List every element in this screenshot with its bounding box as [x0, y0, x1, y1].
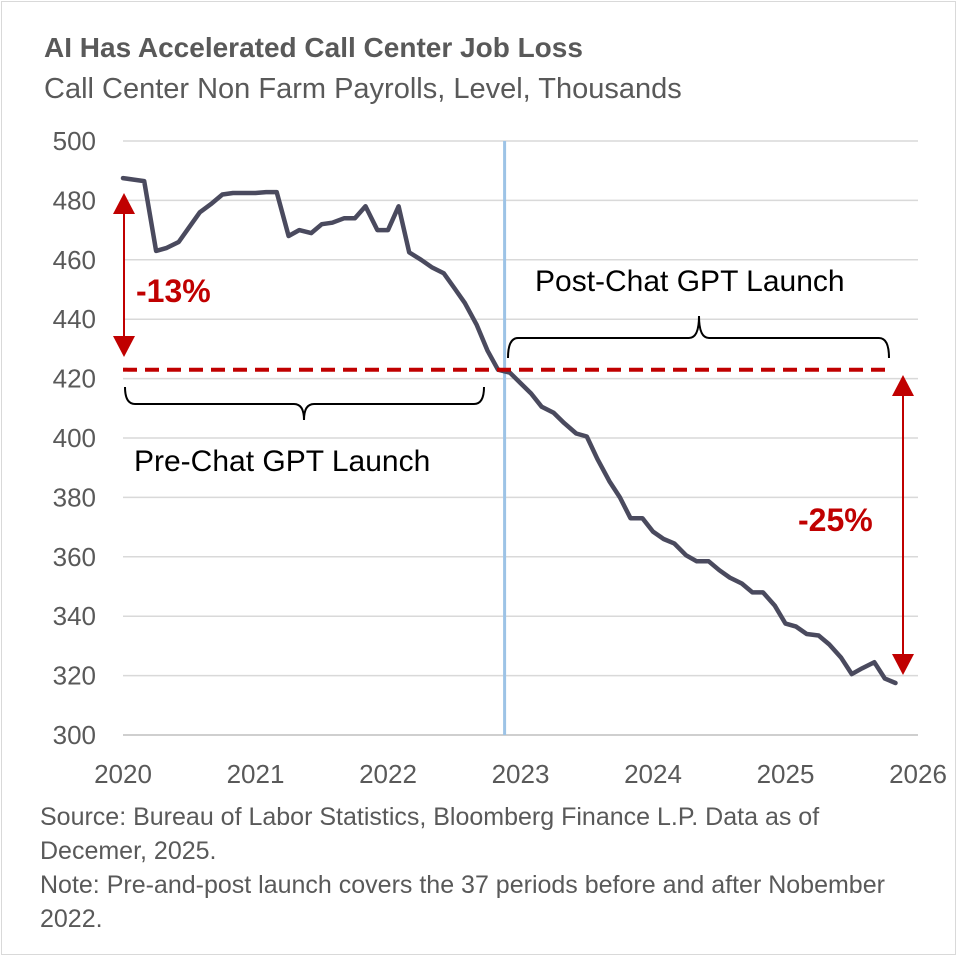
chart-subtitle: Call Center Non Farm Payrolls, Level, Th… — [44, 73, 682, 105]
x-tick-label: 2026 — [889, 759, 947, 789]
y-tick-label: 300 — [53, 720, 96, 750]
y-tick-label: 480 — [53, 185, 96, 215]
post-launch-label: Post-Chat GPT Launch — [535, 265, 845, 298]
post-change-arrowhead-bottom — [892, 654, 914, 675]
y-axis-ticks: 300 320 340 360 380 400 420 440 460 480 500 — [53, 126, 96, 750]
y-tick-label: 360 — [53, 542, 96, 572]
post-change-arrowhead-top — [892, 375, 914, 396]
pre-change-arrowhead-top — [113, 193, 135, 214]
source-note: Source: Bureau of Labor Statistics, Bloo… — [40, 803, 820, 865]
x-axis-ticks: 2020 2021 2022 2023 2024 2025 2026 — [94, 759, 947, 789]
y-tick-label: 320 — [53, 661, 96, 691]
x-tick-label: 2020 — [94, 759, 152, 789]
x-tick-label: 2021 — [227, 759, 285, 789]
x-tick-label: 2025 — [757, 759, 815, 789]
y-tick-label: 420 — [53, 364, 96, 394]
x-tick-label: 2024 — [624, 759, 682, 789]
chart-title: AI Has Accelerated Call Center Job Loss — [44, 32, 583, 63]
y-tick-label: 340 — [53, 601, 96, 631]
footnote: Note: Pre-and-post launch covers the 37 … — [40, 871, 885, 933]
y-tick-label: 440 — [53, 304, 96, 334]
pre-change-label: -13% — [136, 273, 211, 309]
y-tick-label: 400 — [53, 423, 96, 453]
y-tick-label: 500 — [53, 126, 96, 156]
series-line — [120, 175, 898, 686]
pre-launch-bracket — [124, 386, 485, 421]
post-launch-bracket — [507, 315, 890, 359]
y-tick-label: 380 — [53, 482, 96, 512]
x-tick-label: 2022 — [359, 759, 417, 789]
pre-change-arrowhead-bottom — [113, 336, 135, 357]
y-tick-label: 460 — [53, 245, 96, 275]
pre-launch-label: Pre-Chat GPT Launch — [134, 445, 430, 478]
grid-lines — [123, 140, 918, 736]
x-tick-label: 2023 — [492, 759, 550, 789]
post-change-label: -25% — [798, 502, 873, 538]
